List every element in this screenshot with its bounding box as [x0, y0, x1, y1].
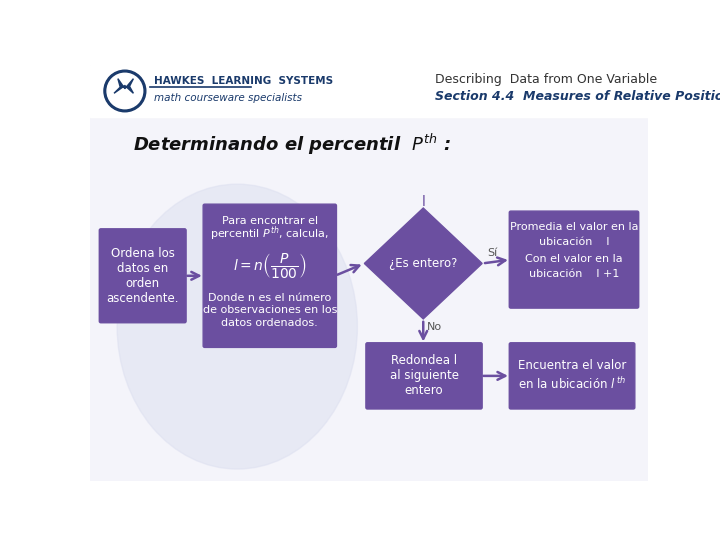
Text: datos ordenados.: datos ordenados.: [222, 318, 318, 328]
Ellipse shape: [117, 184, 357, 469]
FancyBboxPatch shape: [509, 211, 639, 308]
FancyBboxPatch shape: [99, 229, 186, 323]
Text: ubicación    l: ubicación l: [539, 237, 609, 247]
Text: Promedia el valor en la: Promedia el valor en la: [510, 221, 638, 232]
Text: ¿Es entero?: ¿Es entero?: [389, 257, 457, 270]
Text: Section 4.4  Measures of Relative Position: Section 4.4 Measures of Relative Positio…: [435, 90, 720, 103]
Bar: [90, 65, 648, 117]
Polygon shape: [114, 79, 133, 93]
Text: en la ubicación $l^{\,th}$: en la ubicación $l^{\,th}$: [518, 376, 626, 392]
Text: Determinando el percentil  $P^{th}$ :: Determinando el percentil $P^{th}$ :: [132, 132, 451, 158]
Text: Sí: Sí: [487, 248, 497, 258]
Text: ubicación    l +1: ubicación l +1: [528, 269, 619, 279]
Text: Describing  Data from One Variable: Describing Data from One Variable: [435, 73, 657, 86]
Text: math courseware specialists: math courseware specialists: [153, 93, 302, 103]
Text: Ordena los
datos en
orden
ascendente.: Ordena los datos en orden ascendente.: [107, 247, 179, 305]
Text: $l = n\left(\dfrac{P}{100}\right)$: $l = n\left(\dfrac{P}{100}\right)$: [233, 251, 307, 280]
FancyBboxPatch shape: [509, 343, 635, 409]
Text: Encuentra el valor: Encuentra el valor: [518, 360, 626, 373]
FancyBboxPatch shape: [366, 343, 482, 409]
FancyBboxPatch shape: [203, 204, 336, 347]
Text: percentil $P^{th}$, calcula,: percentil $P^{th}$, calcula,: [210, 224, 329, 243]
Text: de observaciones en los: de observaciones en los: [202, 306, 337, 315]
Text: Redondea l
al siguiente
entero: Redondea l al siguiente entero: [390, 354, 459, 397]
Circle shape: [107, 73, 143, 109]
Text: l: l: [421, 195, 426, 209]
Text: No: No: [427, 322, 442, 332]
Text: Para encontrar el: Para encontrar el: [222, 216, 318, 226]
Text: Donde n es el número: Donde n es el número: [208, 293, 331, 303]
Text: HAWKES  LEARNING  SYSTEMS: HAWKES LEARNING SYSTEMS: [153, 76, 333, 86]
Polygon shape: [364, 208, 482, 319]
Text: Con el valor en la: Con el valor en la: [525, 254, 623, 264]
Circle shape: [104, 70, 145, 112]
